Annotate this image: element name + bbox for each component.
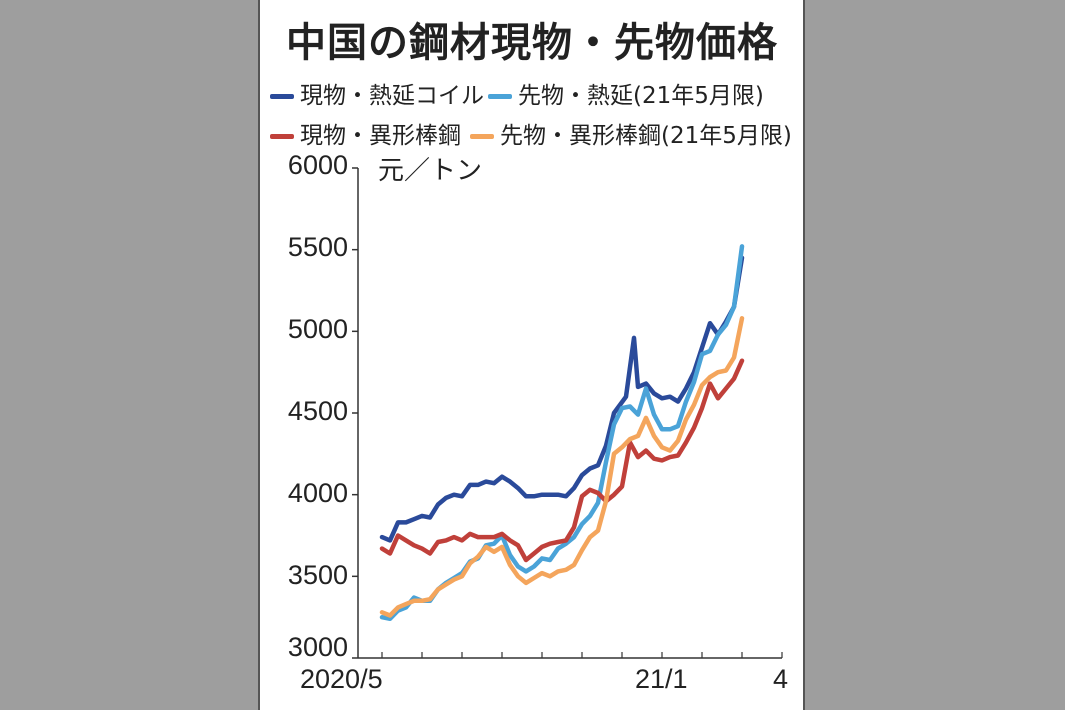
x-tick-label: 21/1 (635, 664, 688, 694)
legend-item-hot-rolled-futures: 先物・熱延(21年5月限) (488, 76, 764, 110)
legend-swatch (270, 134, 294, 139)
y-tick-label: 5000 (287, 314, 348, 344)
y-tick-label: 4500 (287, 396, 348, 426)
legend-item-rebar-futures: 先物・異形棒鋼(21年5月限) (470, 116, 792, 150)
chart-panel (258, 0, 805, 710)
y-tick-label: 3500 (287, 560, 348, 590)
legend-swatch (470, 134, 494, 139)
series-line-3 (379, 316, 745, 618)
legend-label: 現物・異形棒鋼 (300, 123, 461, 149)
unit-label: 元／トン (378, 156, 483, 186)
series-line-1 (379, 244, 745, 622)
chart-title: 中国の鋼材現物・先物価格 (286, 20, 778, 66)
series-line-2 (379, 358, 745, 563)
y-tick-label: 3000 (287, 632, 348, 662)
x-tick-label: 2020/5 (300, 664, 383, 694)
legend-swatch (488, 94, 512, 99)
legend-label: 先物・熱延(21年5月限) (518, 83, 764, 109)
y-tick-label: 5500 (287, 232, 348, 262)
legend-item-rebar-spot: 現物・異形棒鋼 (270, 116, 461, 150)
legend-item-hot-rolled-spot: 現物・熱延コイル (270, 76, 484, 110)
series-line-0 (379, 255, 745, 543)
y-tick-label: 4000 (287, 478, 348, 508)
legend-label: 現物・熱延コイル (300, 83, 484, 109)
legend-label: 先物・異形棒鋼(21年5月限) (500, 123, 792, 149)
x-tick-label: 4 (773, 664, 789, 694)
legend-swatch (270, 94, 294, 99)
y-tick-label: 6000 (287, 150, 348, 180)
